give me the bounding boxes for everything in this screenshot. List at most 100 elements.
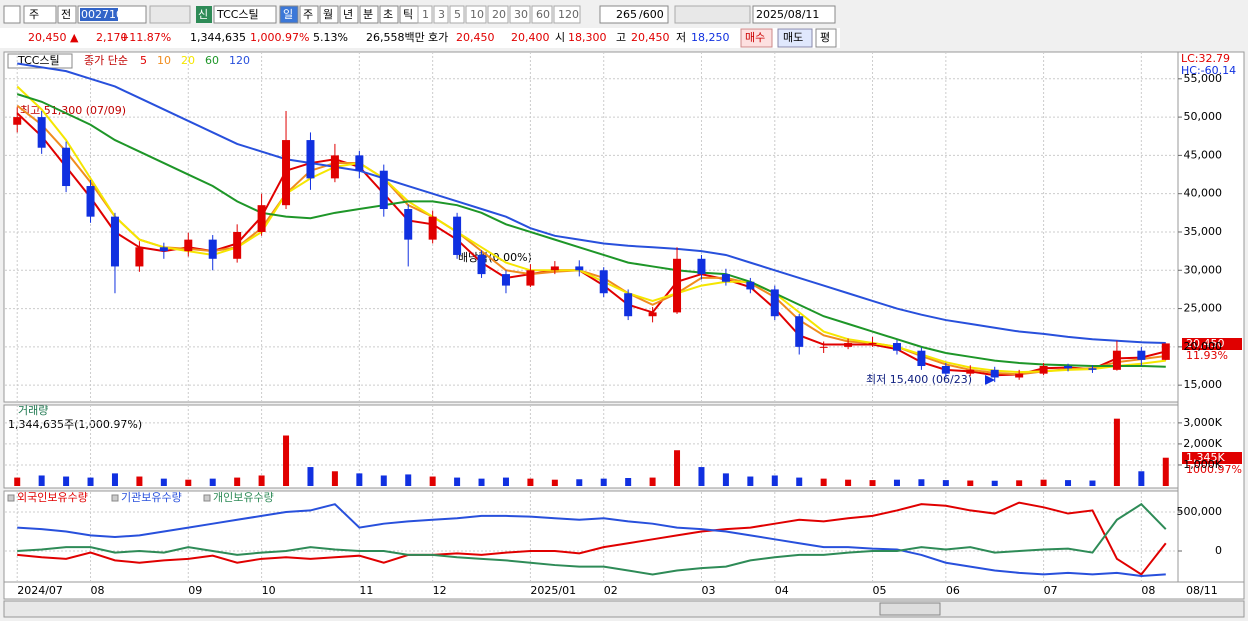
period-button[interactable] <box>299 5 319 24</box>
x-tick-label: 07 <box>1044 584 1058 597</box>
x-tick-label: 03 <box>701 584 715 597</box>
volume-bar <box>14 477 21 486</box>
volume-bar <box>160 478 167 486</box>
candle-body <box>966 369 975 374</box>
search-icons[interactable] <box>149 5 191 24</box>
series-line <box>16 93 1166 368</box>
volume-bar <box>796 477 803 486</box>
date-box[interactable] <box>752 5 836 24</box>
candle-body <box>159 247 168 252</box>
interval-button[interactable] <box>509 5 531 24</box>
series-line <box>17 503 1166 577</box>
name-box[interactable] <box>213 5 277 24</box>
market-select[interactable] <box>23 5 57 24</box>
volume-bar <box>283 435 290 486</box>
volume-bar <box>111 473 118 486</box>
volume-bar <box>649 477 656 486</box>
period-button[interactable] <box>279 5 299 24</box>
market: 주 <box>29 8 39 21</box>
period-button[interactable] <box>359 5 379 24</box>
volume-subtitle: 1,344,635주(1,000.97%) <box>8 418 142 431</box>
interval: 60 <box>536 8 550 21</box>
candle-body <box>868 343 877 345</box>
period: 월 <box>323 8 333 21</box>
candle-body <box>550 266 559 271</box>
candle-body <box>892 343 901 351</box>
sell-button[interactable] <box>777 28 813 48</box>
candle-body <box>330 155 339 179</box>
interval: 5 <box>454 8 461 21</box>
candle-body <box>135 247 144 267</box>
code: 002710 <box>81 8 123 21</box>
x-tick-label: 08 <box>1141 584 1155 597</box>
candle-body <box>379 170 388 210</box>
quote-bar <box>0 28 840 48</box>
volume-bar <box>356 473 363 486</box>
period-button[interactable] <box>319 5 339 24</box>
y-tick-label: 15,000 <box>1184 378 1223 391</box>
interval-button[interactable] <box>449 5 465 24</box>
high-label: 고 <box>616 31 626 44</box>
scrollbar[interactable] <box>3 600 1245 618</box>
prev-button[interactable] <box>57 5 77 24</box>
low-arrow <box>985 375 995 385</box>
scroll-controls[interactable] <box>879 602 941 616</box>
candle-body <box>990 369 999 378</box>
candle-body <box>1015 373 1024 378</box>
legend-label: 종가 단순 <box>84 54 128 67</box>
candle-body <box>1112 350 1121 370</box>
volume-bar <box>600 478 607 486</box>
volume-bar <box>820 478 827 486</box>
x-tick-label: 04 <box>775 584 789 597</box>
period-button[interactable] <box>339 5 359 24</box>
last-price-box <box>1182 338 1242 350</box>
y-tick-label: 500,000 <box>1177 505 1223 518</box>
change: 2,170 <box>96 31 128 44</box>
interval-button[interactable] <box>553 5 581 24</box>
interval-button[interactable] <box>531 5 553 24</box>
volume-bar <box>258 475 265 486</box>
buy-button[interactable] <box>740 28 773 48</box>
candle-body <box>428 216 437 240</box>
candle-body <box>575 266 584 271</box>
period-button[interactable] <box>379 5 399 24</box>
legend-entry: 120 <box>229 54 250 67</box>
interval-button[interactable] <box>417 5 433 24</box>
count-box[interactable] <box>599 5 669 24</box>
legend-swatch <box>7 494 15 502</box>
interval-button[interactable] <box>487 5 509 24</box>
interval: 3 <box>438 8 445 21</box>
prev: 전 <box>61 8 71 21</box>
y-tick-label: 0 <box>1215 544 1222 557</box>
series-line <box>17 62 1166 345</box>
candle-body <box>819 346 828 348</box>
x-tick-label: 06 <box>946 584 960 597</box>
change-pct: +11.87% <box>120 31 171 44</box>
candle-body <box>184 239 193 252</box>
avg-button[interactable] <box>815 28 837 48</box>
tool-icons[interactable] <box>674 5 751 24</box>
candle-body <box>526 270 535 286</box>
candle-body <box>917 350 926 367</box>
x-tick-label: 02 <box>604 584 618 597</box>
menu-icon[interactable] <box>3 5 21 24</box>
candle-body <box>770 289 779 317</box>
interval-button[interactable] <box>433 5 449 24</box>
hc: HC:-60.14 <box>1181 64 1236 77</box>
legend-entry: 60 <box>205 54 219 67</box>
candle-body <box>355 155 364 171</box>
candle-body <box>453 216 462 255</box>
legend-entry: 외국인보유수량 <box>17 491 88 504</box>
end-date: 08/11 <box>1186 584 1218 597</box>
volume-bar <box>698 467 705 486</box>
bid: 20,400 <box>511 31 550 44</box>
period: 틱 <box>403 8 413 21</box>
legend-entry: 개인보유수량 <box>213 491 274 504</box>
interval: 10 <box>470 8 484 21</box>
low: 18,250 <box>691 31 730 44</box>
volume-bar <box>502 477 509 486</box>
volume-bar <box>722 473 729 486</box>
badge-box <box>196 6 212 23</box>
interval-button[interactable] <box>465 5 487 24</box>
